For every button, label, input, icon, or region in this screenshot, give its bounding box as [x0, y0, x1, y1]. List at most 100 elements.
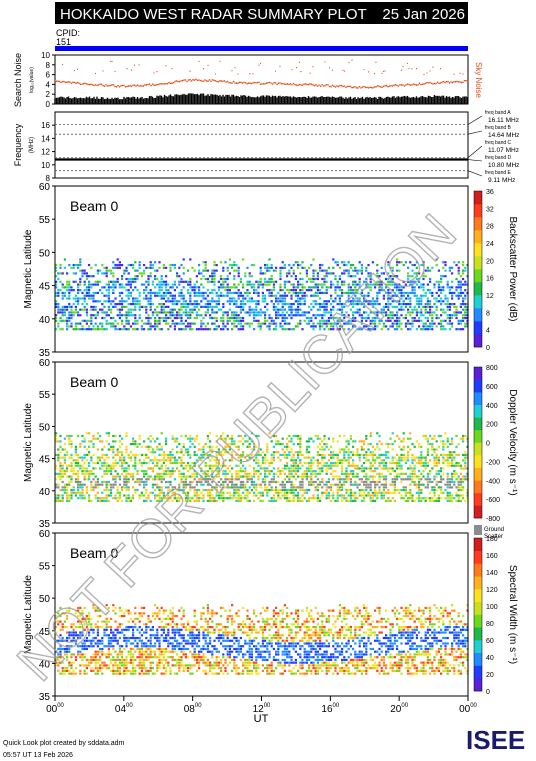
scatter-cell — [316, 302, 319, 306]
scatter-cell — [127, 283, 130, 286]
scatter-cell — [110, 494, 113, 497]
scatter-cell — [151, 283, 154, 286]
scatter-cell — [393, 319, 396, 322]
sky-noise-point — [67, 81, 70, 83]
scatter-cell — [290, 302, 293, 306]
scatter-cell — [176, 451, 179, 454]
scatter-cell — [63, 286, 66, 289]
scatter-cell — [325, 445, 328, 448]
scatter-cell — [195, 302, 198, 306]
scatter-cell — [323, 305, 326, 308]
scatter-cell — [334, 261, 337, 264]
scatter-cell — [275, 311, 278, 314]
scatter-cell — [231, 297, 234, 300]
scatter-cell — [310, 461, 313, 465]
scatter-cell — [169, 314, 172, 317]
sky-noise-point — [252, 82, 254, 84]
scatter-cell — [231, 328, 234, 331]
scatter-cell — [125, 467, 128, 470]
ground-scatter-cell — [57, 486, 60, 489]
scatter-cell — [103, 286, 106, 289]
scatter-cell — [222, 432, 225, 435]
scatter-cell — [444, 297, 447, 300]
scatter-cell — [352, 453, 355, 457]
scatter-cell — [365, 283, 368, 286]
scatter-cell — [431, 316, 434, 320]
scatter-cell — [198, 497, 201, 500]
scatter-cell — [294, 486, 297, 489]
scatter-cell — [261, 311, 264, 314]
ground-scatter-cell — [393, 478, 396, 481]
scatter-cell — [220, 316, 223, 320]
sky-noise-point — [271, 83, 274, 85]
sky-noise-point — [243, 81, 245, 84]
scatter-cell — [63, 453, 66, 457]
scatter-cell — [433, 322, 436, 325]
scatter-cell — [79, 308, 82, 311]
scatter-cell — [402, 300, 405, 303]
scatter-cell — [347, 289, 350, 292]
scatter-cell — [253, 314, 256, 317]
scatter-cell — [107, 286, 110, 289]
scatter-cell — [347, 475, 350, 478]
scatter-cell — [83, 445, 86, 448]
scatter-cell — [121, 305, 124, 308]
scatter-cell — [127, 280, 130, 283]
scatter-cell — [343, 316, 346, 320]
scatter-cell — [316, 459, 319, 462]
scatter-cell — [308, 319, 311, 322]
scatter-cell — [250, 300, 253, 303]
sky-noise-point — [69, 81, 71, 83]
scatter-cell — [253, 443, 256, 446]
scatter-cell — [127, 302, 130, 306]
scatter-cell — [411, 269, 414, 272]
scatter-cell — [74, 448, 77, 451]
scatter-cell — [63, 305, 66, 308]
scatter-cell — [211, 305, 214, 308]
scatter-cell — [268, 269, 271, 272]
scatter-cell — [180, 472, 183, 475]
ground-scatter-cell — [239, 480, 242, 484]
scatter-cell — [246, 459, 249, 462]
scatter-cell — [151, 483, 154, 486]
scatter-cell — [312, 300, 315, 303]
scatter-cell — [217, 472, 220, 475]
scatter-cell — [257, 461, 260, 465]
scatter-cell — [319, 291, 322, 295]
scatter-cell — [448, 314, 451, 317]
scatter-cell — [338, 434, 341, 438]
scatter-cell — [389, 467, 392, 470]
scatter-cell — [248, 305, 251, 308]
scatter-cell — [396, 461, 399, 465]
scatter-cell — [312, 277, 315, 281]
scatter-cell — [277, 302, 280, 306]
scatter-cell — [202, 286, 205, 289]
scatter-cell — [286, 445, 289, 448]
scatter-cell — [204, 297, 207, 300]
scatter-cell — [325, 488, 328, 492]
scatter-cell — [138, 434, 141, 438]
scatter-cell — [459, 289, 462, 292]
scatter-cell — [292, 434, 295, 438]
scatter-cell — [453, 311, 456, 314]
scatter-cell — [319, 470, 322, 473]
scatter-cell — [349, 470, 352, 473]
ground-scatter-cell — [96, 480, 99, 484]
scatter-cell — [61, 272, 64, 275]
scatter-cell — [371, 297, 374, 300]
ground-scatter-cell — [288, 480, 291, 484]
scatter-cell — [433, 302, 436, 306]
scatter-cell — [72, 328, 75, 331]
ground-scatter-cell — [380, 483, 383, 486]
scatter-cell — [380, 497, 383, 500]
scatter-cell — [132, 297, 135, 300]
sky-noise-point — [288, 83, 290, 86]
scatter-cell — [264, 461, 267, 465]
scatter-cell — [116, 314, 119, 317]
scatter-cell — [167, 328, 170, 331]
scatter-cell — [235, 483, 238, 486]
scatter-cell — [202, 328, 205, 331]
scatter-cell — [55, 316, 58, 320]
scatter-cell — [360, 266, 363, 269]
scatter-cell — [110, 286, 113, 289]
